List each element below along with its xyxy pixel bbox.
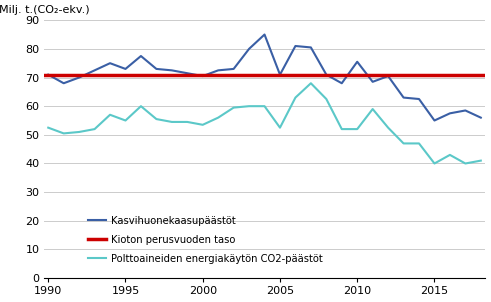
Kasvihuonekaasupäästöt — [76, 76, 82, 79]
Kasvihuonekaasupäästöt — [45, 73, 51, 76]
Kasvihuonekaasupäästöt — [169, 69, 175, 72]
Kasvihuonekaasupäästöt — [215, 69, 221, 72]
Kasvihuonekaasupäästöt — [92, 69, 98, 72]
Kasvihuonekaasupäästöt — [355, 60, 360, 63]
Polttoaineiden energiakäytön CO2-päästöt — [107, 113, 113, 117]
Kasvihuonekaasupäästöt — [154, 67, 160, 71]
Polttoaineiden energiakäytön CO2-päästöt — [385, 126, 391, 130]
Polttoaineiden energiakäytön CO2-päästöt — [138, 104, 144, 108]
Kasvihuonekaasupäästöt — [184, 71, 190, 75]
Kasvihuonekaasupäästöt — [463, 109, 468, 112]
Polttoaineiden energiakäytön CO2-päästöt — [447, 153, 453, 157]
Polttoaineiden energiakäytön CO2-päästöt — [231, 106, 237, 109]
Polttoaineiden energiakäytön CO2-päästöt — [76, 130, 82, 134]
Polttoaineiden energiakäytön CO2-päästöt — [45, 126, 51, 130]
Polttoaineiden energiakäytön CO2-päästöt — [61, 132, 67, 135]
Kasvihuonekaasupäästöt — [308, 46, 314, 49]
Kasvihuonekaasupäästöt — [370, 80, 376, 84]
Kasvihuonekaasupäästöt — [200, 74, 206, 78]
Kasvihuonekaasupäästöt — [416, 97, 422, 101]
Polttoaineiden energiakäytön CO2-päästöt — [478, 159, 484, 162]
Kasvihuonekaasupäästöt — [246, 47, 252, 51]
Kasvihuonekaasupäästöt — [447, 111, 453, 115]
Polttoaineiden energiakäytön CO2-päästöt — [339, 127, 345, 131]
Kasvihuonekaasupäästöt — [61, 82, 67, 85]
Polttoaineiden energiakäytön CO2-päästöt — [154, 117, 160, 121]
Kasvihuonekaasupäästöt — [138, 54, 144, 58]
Kasvihuonekaasupäästöt — [231, 67, 237, 71]
Kasvihuonekaasupäästöt — [277, 73, 283, 76]
Polttoaineiden energiakäytön CO2-päästöt — [184, 120, 190, 124]
Polttoaineiden energiakäytön CO2-päästöt — [169, 120, 175, 124]
Kasvihuonekaasupäästöt — [401, 96, 407, 99]
Text: Milj. t.(CO₂-ekv.): Milj. t.(CO₂-ekv.) — [0, 5, 90, 15]
Polttoaineiden energiakäytön CO2-päästöt — [463, 162, 468, 165]
Kasvihuonekaasupäästöt — [432, 119, 437, 122]
Polttoaineiden energiakäytön CO2-päästöt — [246, 104, 252, 108]
Legend: Kasvihuonekaasupäästöt, Kioton perusvuoden taso, Polttoaineiden energiakäytön CO: Kasvihuonekaasupäästöt, Kioton perusvuod… — [84, 212, 327, 268]
Kasvihuonekaasupäästöt — [107, 61, 113, 65]
Polttoaineiden energiakäytön CO2-päästöt — [92, 127, 98, 131]
Line: Kasvihuonekaasupäästöt: Kasvihuonekaasupäästöt — [48, 34, 481, 120]
Kasvihuonekaasupäästöt — [324, 73, 329, 76]
Kasvihuonekaasupäästöt — [293, 44, 299, 48]
Polttoaineiden energiakäytön CO2-päästöt — [262, 104, 268, 108]
Polttoaineiden energiakäytön CO2-päästöt — [200, 123, 206, 127]
Polttoaineiden energiakäytön CO2-päästöt — [355, 127, 360, 131]
Polttoaineiden energiakäytön CO2-päästöt — [324, 97, 329, 101]
Line: Polttoaineiden energiakäytön CO2-päästöt: Polttoaineiden energiakäytön CO2-päästöt — [48, 83, 481, 163]
Polttoaineiden energiakäytön CO2-päästöt — [401, 142, 407, 145]
Polttoaineiden energiakäytön CO2-päästöt — [123, 119, 129, 122]
Kasvihuonekaasupäästöt — [478, 116, 484, 120]
Polttoaineiden energiakäytön CO2-päästöt — [308, 82, 314, 85]
Polttoaineiden energiakäytön CO2-päästöt — [416, 142, 422, 145]
Kasvihuonekaasupäästöt — [339, 82, 345, 85]
Kasvihuonekaasupäästöt — [123, 67, 129, 71]
Kasvihuonekaasupäästöt — [262, 33, 268, 36]
Polttoaineiden energiakäytön CO2-päästöt — [215, 116, 221, 120]
Polttoaineiden energiakäytön CO2-päästöt — [432, 162, 437, 165]
Kasvihuonekaasupäästöt — [385, 74, 391, 78]
Polttoaineiden energiakäytön CO2-päästöt — [277, 126, 283, 130]
Polttoaineiden energiakäytön CO2-päästöt — [293, 96, 299, 99]
Polttoaineiden energiakäytön CO2-päästöt — [370, 107, 376, 111]
